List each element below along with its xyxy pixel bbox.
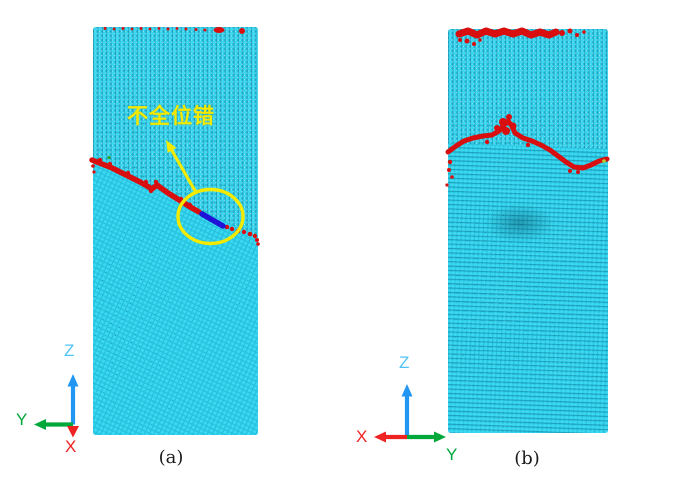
panel-a-caption: (a) (158, 447, 184, 468)
annotation-arrowhead (166, 140, 177, 153)
y-axis-label: Y (16, 410, 28, 429)
axis-triad-left (34, 374, 79, 438)
stray-atom-yellowgreen (602, 159, 606, 163)
panel-a-surface-defects (103, 27, 245, 34)
panel-b-surface-defects (455, 27, 586, 46)
panel-b-atom-column (448, 29, 608, 433)
panel-a-defect-band (89, 155, 260, 246)
panel-b-defect-band (445, 114, 610, 187)
annotation-arrow-line (169, 148, 198, 194)
panel-b-stacking-fault-lens (472, 196, 568, 250)
axis-triad-right (374, 384, 446, 443)
x-axis-arrow (67, 426, 79, 438)
z-axis-label: Z (399, 353, 410, 372)
panel-b-caption: (b) (514, 448, 540, 469)
annotation-callout (166, 140, 245, 246)
x-axis-label: X (356, 427, 368, 446)
stray-atom-green (107, 155, 111, 160)
x-axis-label: X (65, 437, 77, 456)
dislocation-core-segment (199, 211, 226, 229)
partial-dislocation-label: 不全位错 (127, 104, 215, 128)
panel-a-atom-column (93, 27, 258, 435)
annotation-ellipse (176, 187, 245, 246)
y-axis-label: Y (446, 445, 458, 464)
z-axis-label: Z (64, 341, 75, 360)
